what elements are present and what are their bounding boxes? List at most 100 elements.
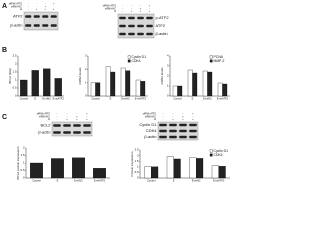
blot-label: β-actin: [156, 31, 168, 36]
blot-sign: -: [163, 113, 164, 116]
x-tick-label: E: [57, 179, 59, 183]
blot-band: [128, 32, 135, 36]
blot-header: E: [20, 8, 22, 11]
y-tick-label: 0: [137, 176, 139, 180]
blot-band: [63, 124, 71, 127]
blot-header: E: [48, 118, 50, 121]
blot-sign: +: [140, 7, 142, 10]
blot-sign: -: [87, 115, 88, 118]
bar: [166, 156, 174, 179]
blot-band: [50, 15, 57, 18]
bar: [20, 79, 28, 97]
blot-sign: +: [53, 3, 55, 6]
blot-sign: +: [86, 113, 88, 116]
y-tick-label: 3: [85, 54, 87, 58]
blot-label: β-actin: [144, 134, 156, 139]
blot-band: [128, 24, 135, 28]
blot-header: siRNA-NC: [105, 7, 116, 10]
blot-sign: -: [28, 5, 29, 8]
y-axis-label: Protein expression: [130, 151, 134, 176]
bar: [189, 157, 197, 179]
bar: [93, 168, 106, 179]
legend-label: PCNA: [214, 55, 224, 59]
y-tick-label: 1: [15, 78, 17, 82]
bar: [140, 81, 146, 97]
blot-band: [159, 135, 167, 139]
panel-label: B: [2, 47, 7, 54]
panel-label: A: [2, 3, 7, 10]
blot-band: [119, 16, 126, 20]
legend-label: Cyclin D1: [214, 149, 229, 153]
blot-band: [53, 131, 61, 134]
blot-sign: -: [131, 5, 132, 8]
legend-swatch: [209, 55, 213, 59]
x-tick-label: E+siATF2: [213, 179, 225, 183]
blot-band: [83, 124, 91, 127]
y-axis-label: BCL2 (fold): [8, 68, 12, 83]
blot-membrane: [157, 121, 199, 141]
bar: [54, 78, 62, 97]
x-tick-label: Control: [91, 97, 100, 101]
blot-sign: +: [182, 115, 184, 118]
y-tick-label: 2: [137, 153, 139, 157]
y-tick-label: 3: [167, 64, 169, 68]
x-tick-label: Control: [32, 179, 41, 183]
y-tick-label: 1.5: [135, 159, 139, 163]
blot-label: ATF2: [156, 23, 166, 28]
blot-sign: -: [131, 7, 132, 10]
bar: [187, 69, 193, 97]
y-tick-label: 2.5: [135, 148, 139, 152]
y-axis-label: mRNA levels: [78, 67, 82, 85]
bar: [151, 166, 159, 179]
legend-swatch: [127, 55, 131, 59]
x-tick-label: E: [110, 97, 112, 101]
blot-sign: +: [45, 8, 47, 11]
blot-band: [179, 123, 187, 127]
blot-label: Cyclin D1: [139, 122, 157, 127]
blot-band: [137, 24, 144, 28]
bar: [125, 70, 131, 97]
blot-sign: +: [86, 118, 88, 121]
x-tick-label: E+siNC: [121, 97, 130, 101]
y-tick-label: 0.5: [13, 86, 17, 90]
blot-label: β-actin: [10, 23, 22, 28]
bar: [105, 66, 111, 97]
blot-band: [179, 129, 187, 133]
blot-sign: +: [131, 10, 133, 13]
blot-sign: -: [67, 113, 68, 116]
y-tick-label: 2: [23, 146, 25, 150]
bar: [31, 70, 39, 97]
bar: [120, 67, 126, 97]
blot-band: [146, 32, 153, 36]
blot-band: [119, 24, 126, 28]
blot-header: siRNA-NC: [145, 115, 156, 118]
blot-sign: -: [140, 5, 141, 8]
y-tick-label: 0: [23, 176, 25, 180]
blot-sign: +: [149, 5, 151, 8]
y-tick-label: 1: [85, 80, 87, 84]
blot-sign: -: [36, 3, 37, 6]
blot-sign: -: [28, 3, 29, 6]
blot-sign: -: [163, 115, 164, 118]
legend-label: Cyclin D1: [132, 55, 147, 59]
legend-swatch: [209, 153, 213, 157]
bar: [72, 157, 85, 179]
blot-label: β-actin: [38, 130, 50, 135]
blot-band: [159, 129, 167, 133]
blot-sign: -: [67, 115, 68, 118]
y-tick-label: 2: [15, 62, 17, 66]
blot-band: [63, 131, 71, 134]
blot-sign: -: [57, 115, 58, 118]
blot-sign: -: [122, 10, 123, 13]
blot-header: siRNA-NC: [11, 5, 22, 8]
blot-sign: -: [122, 7, 123, 10]
blot-sign: -: [53, 5, 54, 8]
y-tick-label: 4: [167, 54, 169, 58]
blot-band: [137, 32, 144, 36]
x-tick-label: E+siATF2: [217, 97, 229, 101]
bar: [207, 71, 213, 97]
bar: [177, 85, 183, 97]
blot-label: p-ATF2: [156, 15, 170, 20]
blot-sign: +: [36, 8, 38, 11]
bar: [30, 162, 43, 179]
